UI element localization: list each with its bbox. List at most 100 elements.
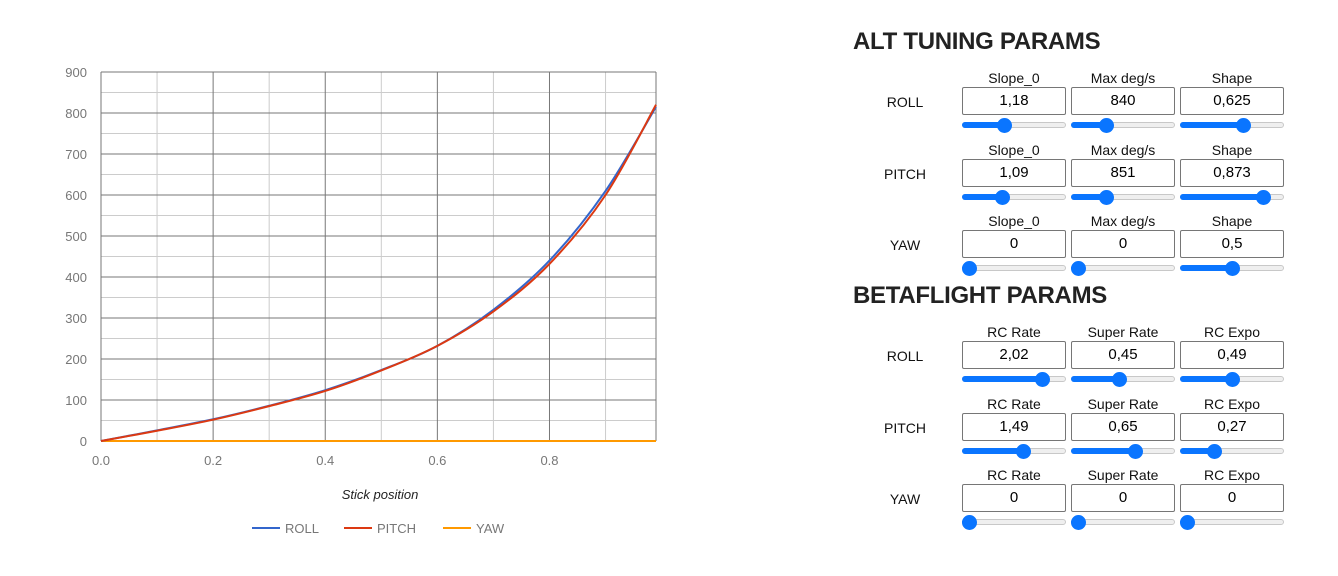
param-cell: Super Rate 0 — [1071, 467, 1175, 530]
slider-fill — [962, 376, 1042, 382]
param-label: RC Rate — [987, 324, 1041, 340]
param-cell: RC Rate 1,49 — [962, 395, 1066, 459]
alt-section-title: ALT TUNING PARAMS — [853, 28, 1101, 55]
series-line-pitch — [100, 104, 657, 442]
param-input[interactable]: 2,02 — [962, 341, 1066, 369]
slider-thumb[interactable] — [1071, 261, 1086, 276]
slider-thumb[interactable] — [1235, 118, 1251, 133]
axis-label: PITCH — [884, 165, 926, 182]
param-label: Shape — [1211, 70, 1253, 86]
slider-thumb[interactable] — [1255, 189, 1271, 205]
slider-track — [962, 519, 1066, 525]
param-cell: Shape 0,873 — [1180, 141, 1284, 205]
x-tick-label: 0.8 — [540, 453, 558, 468]
slider-track — [1071, 519, 1175, 525]
param-slider[interactable] — [1180, 261, 1284, 276]
param-slider[interactable] — [962, 261, 1066, 276]
param-cell: RC Expo 0,27 — [1180, 396, 1284, 459]
slider-thumb[interactable] — [1034, 372, 1050, 387]
param-label: Shape — [1211, 141, 1253, 158]
param-input[interactable]: 0,45 — [1071, 341, 1175, 369]
param-label: RC Expo — [1203, 467, 1261, 483]
slider-thumb[interactable] — [1098, 189, 1114, 205]
slider-fill — [1180, 447, 1214, 454]
param-cell: Max deg/s 851 — [1071, 141, 1175, 205]
param-input[interactable]: 0,49 — [1180, 341, 1284, 369]
param-slider[interactable] — [1071, 372, 1175, 387]
param-row-yaw: YAW Slope_0 0 Max deg/s 0 Shape 0,5 — [853, 213, 1313, 283]
axis-label: ROLL — [886, 94, 924, 110]
param-slider[interactable] — [962, 443, 1066, 459]
slider-thumb[interactable] — [1098, 118, 1114, 133]
param-cell: RC Rate 0 — [962, 467, 1066, 530]
param-label: RC Rate — [987, 395, 1041, 412]
param-input[interactable]: 0 — [1071, 230, 1175, 258]
param-input[interactable]: 0 — [962, 230, 1066, 258]
param-cell: Super Rate 0,65 — [1071, 396, 1175, 459]
slider-track — [1071, 265, 1175, 271]
slider-thumb[interactable] — [1071, 515, 1086, 530]
param-slider[interactable] — [1180, 118, 1284, 133]
param-input[interactable]: 0,65 — [1071, 412, 1175, 441]
param-slider[interactable] — [1180, 189, 1284, 205]
slider-track — [1180, 519, 1284, 525]
param-input[interactable]: 0 — [1071, 484, 1175, 512]
slider-thumb[interactable] — [962, 515, 977, 530]
param-input[interactable]: 1,09 — [962, 158, 1066, 187]
param-slider[interactable] — [962, 515, 1066, 530]
betaflight-section-title: BETAFLIGHT PARAMS — [853, 282, 1107, 309]
slider-thumb[interactable] — [1207, 443, 1222, 459]
param-input[interactable]: 0,5 — [1180, 230, 1284, 258]
param-row-roll: ROLL Slope_0 1,18 Max deg/s 840 Shape 0,6… — [853, 70, 1313, 140]
param-slider[interactable] — [1180, 443, 1284, 459]
param-slider[interactable] — [962, 189, 1066, 205]
param-slider[interactable] — [1180, 372, 1284, 387]
x-tick-label: 0.4 — [316, 453, 334, 468]
param-row-pitch: PITCH Slope_0 1,09 Max deg/s 851 Shape 0,… — [853, 142, 1313, 212]
slider-thumb[interactable] — [1225, 372, 1240, 387]
param-slider[interactable] — [1071, 189, 1175, 205]
param-slider[interactable] — [1071, 443, 1175, 459]
param-slider[interactable] — [962, 118, 1066, 133]
slider-thumb[interactable] — [1127, 443, 1143, 459]
param-label: Max deg/s — [1090, 141, 1156, 158]
param-input[interactable]: 1,49 — [962, 412, 1066, 441]
axis-label: YAW — [889, 491, 921, 507]
y-tick-label: 400 — [65, 270, 87, 285]
param-slider[interactable] — [1071, 261, 1175, 276]
param-cell: Max deg/s 0 — [1071, 213, 1175, 276]
x-tick-label: 0.6 — [428, 453, 446, 468]
param-slider[interactable] — [1071, 118, 1175, 133]
slider-thumb[interactable] — [1225, 261, 1240, 276]
y-tick-label: 600 — [65, 188, 87, 203]
param-slider[interactable] — [1071, 515, 1175, 530]
param-label: RC Rate — [987, 467, 1041, 483]
slider-thumb[interactable] — [1112, 372, 1128, 387]
slider-thumb[interactable] — [995, 189, 1011, 205]
slider-fill — [1071, 376, 1120, 382]
param-cell: RC Expo 0,49 — [1180, 324, 1284, 387]
slider-thumb[interactable] — [1180, 515, 1195, 530]
slider-thumb[interactable] — [962, 261, 977, 276]
y-tick-label: 800 — [65, 106, 87, 121]
param-input[interactable]: 0,625 — [1180, 87, 1284, 115]
param-input[interactable]: 0,873 — [1180, 158, 1284, 187]
param-label: Max deg/s — [1090, 70, 1156, 86]
param-cell: Super Rate 0,45 — [1071, 324, 1175, 387]
param-input[interactable]: 0 — [1180, 484, 1284, 512]
y-tick-label: 200 — [65, 352, 87, 367]
param-input[interactable]: 840 — [1071, 87, 1175, 115]
slider-thumb[interactable] — [997, 118, 1013, 133]
param-slider[interactable] — [962, 372, 1066, 387]
slider-fill — [1180, 265, 1232, 271]
param-slider[interactable] — [1180, 515, 1284, 530]
y-tick-label: 300 — [65, 311, 87, 326]
slider-thumb[interactable] — [1016, 443, 1031, 459]
param-input[interactable]: 1,18 — [962, 87, 1066, 115]
param-input[interactable]: 0 — [962, 484, 1066, 512]
param-input[interactable]: 851 — [1071, 158, 1175, 187]
param-row-pitch: PITCH RC Rate 1,49 Super Rate 0,65 RC Exp… — [853, 396, 1313, 466]
param-input[interactable]: 0,27 — [1180, 412, 1284, 441]
slider-fill — [1180, 376, 1232, 382]
legend-label: ROLL — [285, 521, 319, 536]
